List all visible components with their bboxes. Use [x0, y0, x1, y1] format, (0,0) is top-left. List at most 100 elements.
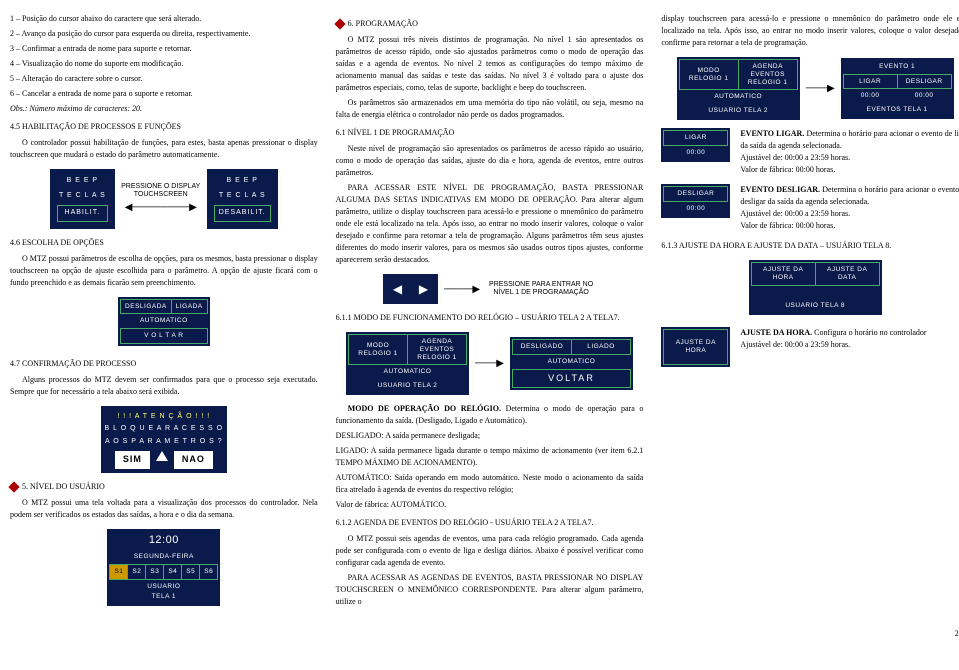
c2-p4: PARA ACESSAR ESTE NÍVEL DE PROGRAMAÇÃO, … [336, 182, 644, 266]
c3g4-a: AJUSTE DA HORA [664, 330, 728, 365]
c2-p2: Os parâmetros são armazenados em uma mem… [336, 97, 644, 121]
opt-b: LIGADA [171, 299, 207, 314]
c2-p3: Neste nível de programação são apresenta… [336, 143, 644, 179]
opt-btn: V O L T A R [121, 329, 208, 344]
beep2-btn: DESABILIT. [214, 205, 271, 222]
g2-c: AUTOMATICO [512, 355, 630, 370]
arrow-label: PRESSIONE O DISPLAY TOUCHSCREEN [121, 183, 201, 200]
opt-mid: AUTOMATICO [121, 314, 208, 329]
page-footer: 2 / 5 [10, 628, 959, 640]
c3g3-b: AJUSTE DA DATA [815, 262, 879, 285]
step-2: 2 – Avanço da posição do cursor para esq… [10, 28, 318, 40]
s5-body: O MTZ possui uma tela voltada para a vis… [10, 497, 318, 521]
nao-button: NAO [174, 451, 213, 469]
desligar-t: DESLIGAR [664, 186, 728, 201]
beep2-l2: T E C L A S [212, 189, 273, 204]
c3-grid3: AJUSTE DA HORAAJUSTE DA DATA USUARIO TEL… [749, 260, 882, 315]
c3g1-c: AUTOMATICO [679, 90, 797, 104]
user-time: 12:00 [110, 531, 218, 550]
beep2-l1: B E E P [212, 174, 273, 189]
user-display: 12:00 SEGUNDA-FEIRA S1 S2 S3 S4 S5 S6 US… [107, 529, 220, 606]
ligar-t: LIGAR [664, 130, 728, 145]
c3g2-lab: EVENTOS TELA 1 [843, 103, 951, 117]
s47-title: 4.7 CONFIRMAÇÃO DE PROCESSO [10, 358, 318, 370]
s5-head: 5. NÍVEL DO USUÁRIO [10, 481, 318, 493]
warning-icon [156, 451, 168, 461]
beep1-btn: HABILIT. [57, 205, 108, 222]
c3-p1: display touchscreen para acessá-lo e pre… [661, 13, 959, 49]
s613-title: 6.1.3 AJUSTE DA HORA E AJUSTE DA DATA – … [661, 240, 959, 252]
enter-label: PRESSIONE PARA ENTRAR NO NÍVEL 1 DE PROG… [486, 281, 596, 298]
fab-text: Valor de fábrica: AUTOMÁTICO. [336, 499, 644, 511]
step-4: 4 – Visualização do nome do suporte em m… [10, 58, 318, 70]
warn-l2: B L O Q U E A R A C E S S O [105, 424, 224, 435]
ligar-display: LIGAR 00:00 [661, 128, 730, 162]
s4-cell: S4 [164, 564, 182, 579]
diamond-icon [334, 18, 345, 29]
s6-head: 6. PROGRAMAÇÃO [336, 18, 644, 30]
c3g2-lig: LIGAR [843, 74, 897, 89]
lig-text: LIGADO: A saída permanece ligada durante… [336, 445, 644, 469]
s1-cell: S1 [110, 564, 128, 579]
s611-title: 6.1.1 MODO DE FUNCIONAMENTO DO RELÓGIO –… [336, 312, 644, 324]
g2-a: DESLIGADO [512, 340, 571, 355]
c3g2-des: DESLIGAR [897, 74, 951, 89]
c3g1-a: MODO RELOGIO 1 [679, 60, 738, 90]
user-lab1: USUARIO [110, 579, 218, 593]
ligar-v: 00:00 [664, 145, 728, 159]
s2-cell: S2 [128, 564, 146, 579]
s5-title: 5. NÍVEL DO USUÁRIO [22, 481, 105, 493]
s5-cell: S5 [182, 564, 200, 579]
c3-grid2: EVENTO 1 LIGARDESLIGAR 00:0000:00 EVENTO… [841, 58, 954, 119]
beep1-l2: T E C L A S [55, 189, 110, 204]
c3g1-b: AGENDA EVENTOS RELOGIO 1 [738, 60, 797, 90]
s45-title: 4.5 HABILITAÇÃO DE PROCESSOS E FUNÇÕES [10, 121, 318, 133]
step-5: 5 – Alteração do caractere sobre o curso… [10, 73, 318, 85]
ev-lig-2: Ajustável de: 00:00 a 23:59 horas. [740, 152, 959, 164]
user-day: SEGUNDA-FEIRA [110, 550, 218, 564]
c2-p6: PARA ACESSAR AS AGENDAS DE EVENTOS, BAST… [336, 572, 644, 608]
desligar-display: DESLIGAR 00:00 [661, 184, 730, 218]
c2-p1: O MTZ possui três níveis distintos de pr… [336, 34, 644, 94]
g1-b: AGENDA EVENTOS RELOGIO 1 [408, 335, 467, 365]
grid2-display: DESLIGADOLIGADO AUTOMATICO VOLTAR [510, 337, 633, 389]
c3g2-t1: 00:00 [843, 89, 897, 103]
ajuste-hora-display: AJUSTE DA HORA [661, 327, 730, 367]
column-3: display touchscreen para acessá-lo e pre… [661, 10, 959, 618]
step-3: 3 – Confirmar a entrada de nome para sup… [10, 43, 318, 55]
desl-text: DESLIGADO: A saída permanece desligada; [336, 430, 644, 442]
s6-cell: S6 [200, 564, 218, 579]
ah-title: AJUSTE DA HORA. [740, 328, 812, 337]
step-1: 1 – Posição do cursor abaixo do caracter… [10, 13, 318, 25]
s47-body: Alguns processos do MTZ devem ser confir… [10, 374, 318, 398]
option-display: DESLIGADALIGADA AUTOMATICO V O L T A R [118, 297, 210, 346]
grid1-display: MODO RELOGIO 1AGENDA EVENTOS RELOGIO 1 A… [346, 332, 469, 395]
g2-b: LIGADO [571, 340, 630, 355]
c3g2-e1: EVENTO 1 [843, 60, 951, 74]
g2-d: VOLTAR [512, 369, 630, 387]
warn-l1: ! ! ! A T E N Ç Ã O ! ! ! [105, 412, 224, 423]
user-lab2: TELA 1 [110, 593, 218, 604]
sim-button: SIM [115, 451, 150, 469]
modo-para: MODO DE OPERAÇÃO DO RELÓGIO. Determina o… [336, 403, 644, 427]
ev-des-3: Valor de fábrica: 00:00 horas. [740, 220, 959, 232]
c3g3-a: AJUSTE DA HORA [751, 262, 815, 285]
step-6: 6 – Cancelar a entrada de nome para o su… [10, 88, 318, 100]
s45-body: O controlador possui habilitação de funç… [10, 137, 318, 161]
ev-des-title: EVENTO DESLIGAR. [740, 185, 820, 194]
desligar-v: 00:00 [664, 201, 728, 215]
diamond-icon [8, 481, 19, 492]
opt-a: DESLIGADA [121, 299, 172, 314]
auto-text: AUTOMÁTICO: Saída operando em modo autom… [336, 472, 644, 496]
beep-diagram: B E E P T E C L A S HABILIT. PRESSIONE O… [10, 169, 318, 229]
c3g2-t2: 00:00 [897, 89, 951, 103]
c3-grid1: MODO RELOGIO 1AGENDA EVENTOS RELOGIO 1 A… [677, 57, 800, 120]
s46-title: 4.6 ESCOLHA DE OPÇÕES [10, 237, 318, 249]
g1-d: USUARIO TELA 2 [349, 379, 467, 393]
s46-body: O MTZ possui parâmetros de escolha de op… [10, 253, 318, 289]
s612-title: 6.1.2 AGENDA DE EVENTOS DO RELÓGIO - USU… [336, 517, 644, 529]
ah-body2: Ajustável de: 00:00 a 23:59 horas. [740, 339, 959, 351]
ah-body: Configura o horário no controlador [814, 328, 926, 337]
enter-diagram: ◀ ▶ ────▶ PRESSIONE PARA ENTRAR NO NÍVEL… [336, 274, 644, 304]
column-2: 6. PROGRAMAÇÃO O MTZ possui três níveis … [336, 10, 644, 618]
